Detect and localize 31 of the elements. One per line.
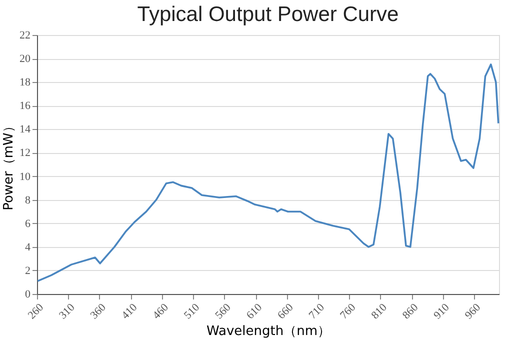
x-tick-label: 960 — [462, 301, 484, 322]
y-tick-label: 2 — [25, 264, 30, 277]
x-tick-label: 560 — [213, 301, 234, 322]
y-tick-label: 0 — [25, 288, 31, 300]
x-tick-label: 510 — [182, 301, 202, 322]
x-tick-label: 260 — [26, 301, 46, 322]
y-axis-title: Power（mW） — [2, 120, 16, 210]
x-tick-label: 660 — [276, 301, 296, 322]
x-tick-label: 360 — [88, 301, 109, 322]
chart-title: Typical Output Power Curve — [137, 3, 399, 26]
y-tick-label: 14 — [20, 124, 31, 136]
y-tick-label: 4 — [25, 241, 31, 254]
y-tick-label: 6 — [25, 218, 31, 230]
x-tick-label: 910 — [432, 301, 452, 322]
x-axis-title: Wavelength（nm） — [206, 324, 331, 339]
x-tick-label: 610 — [244, 301, 265, 322]
y-tick-label: 16 — [20, 100, 31, 112]
x-tick-label: 810 — [369, 301, 390, 322]
x-tick-label: 860 — [400, 301, 421, 322]
y-tick-label: 18 — [20, 76, 31, 89]
line-series — [36, 64, 500, 282]
y-tick-label: 10 — [20, 170, 31, 183]
x-tick-label: 460 — [150, 301, 172, 322]
x-tick-label: 710 — [306, 301, 328, 322]
y-tick-label: 22 — [20, 30, 30, 42]
y-tick-label: 12 — [20, 147, 30, 160]
y-tick-label: 8 — [25, 194, 31, 206]
y-tick-label: 20 — [20, 53, 31, 66]
x-tick-label: 410 — [119, 301, 140, 322]
x-tick-label: 760 — [338, 301, 358, 322]
x-tick-label: 310 — [57, 301, 78, 322]
